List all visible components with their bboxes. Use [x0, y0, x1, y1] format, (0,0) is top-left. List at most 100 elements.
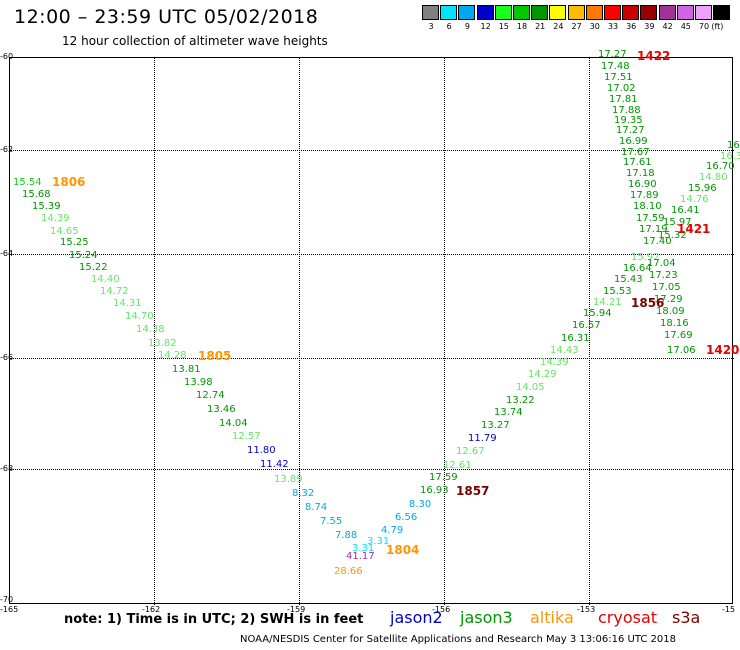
wave-height-label: 16.93: [420, 485, 449, 496]
colorbar-label: 27: [571, 22, 582, 31]
latitude-tick-label: -66: [0, 353, 14, 362]
wave-height-label: 13.82: [148, 338, 177, 349]
colorbar-label: 21: [535, 22, 546, 31]
pass-time-label: 1421: [677, 222, 711, 236]
pass-time-label: 1856: [631, 296, 665, 310]
satellite-legend-s3a: s3a: [672, 608, 701, 627]
pass-time-label: 1857: [456, 484, 490, 498]
wave-height-label: 14.05: [516, 382, 545, 393]
latitude-gridline: [10, 150, 734, 151]
colorbar-label: 24: [553, 22, 564, 31]
latitude-tick-label: -70: [0, 595, 14, 604]
colorbar-label: 45: [680, 22, 691, 31]
longitude-tick-label: -153: [577, 605, 596, 614]
colorbar-swatch: [585, 5, 603, 20]
wave-height-label: 17.59: [636, 213, 665, 224]
satellite-legend-altika: altika: [530, 608, 574, 627]
wave-height-label: 16.31: [561, 333, 590, 344]
wave-height-label: 14.28: [158, 350, 187, 361]
wave-height-label: 15.92: [631, 252, 660, 263]
wave-height-label: 4.79: [381, 525, 404, 536]
colorbar-swatch: [549, 5, 567, 20]
wave-height-label: 17.06: [667, 345, 696, 356]
footer-note: note: 1) Time is in UTC; 2) SWH is in fe…: [64, 612, 364, 627]
wave-height-label: 17.48: [601, 61, 630, 72]
wave-height-label: 15.97: [663, 217, 692, 228]
colorbar-swatch: [604, 5, 621, 20]
wave-height-label: 14.21: [593, 297, 622, 308]
wave-height-label: 14.76: [680, 194, 709, 205]
wave-height-label: 14.65: [50, 226, 79, 237]
wave-height-label: 14.39: [41, 213, 70, 224]
wave-height-label: 17.27: [598, 49, 627, 60]
latitude-tick-label: -62: [0, 145, 14, 154]
wave-height-label: 17.81: [609, 94, 638, 105]
wave-height-label: 16.99: [619, 136, 648, 147]
wave-height-label: 13.98: [184, 377, 213, 388]
colorbar-label: 42: [662, 22, 673, 31]
wave-height-label: 15.54: [13, 177, 42, 188]
wave-height-label: 17.27: [616, 125, 645, 136]
wave-height-label: 12.61: [443, 460, 472, 471]
colorbar-swatch: [567, 5, 585, 20]
wave-height-label: 16.3: [720, 151, 740, 162]
colorbar-swatch: [422, 5, 439, 20]
wave-height-label: 17.40: [643, 236, 672, 247]
wave-height-label: 15.94: [583, 308, 612, 319]
wave-height-label: 14.40: [91, 274, 120, 285]
wave-height-label: 13.46: [207, 404, 236, 415]
pass-time-label: 1804: [386, 543, 420, 557]
colorbar-label: 15: [498, 22, 509, 31]
wave-height-label: 12.57: [232, 431, 261, 442]
footer-credit: NOAA/NESDIS Center for Satellite Applica…: [240, 634, 676, 645]
wave-height-label: 13.74: [494, 407, 523, 418]
wave-height-label: 6.56: [395, 512, 418, 523]
pass-time-label: 1422: [637, 49, 671, 63]
wave-height-label: 18.16: [660, 318, 689, 329]
wave-height-label: 17.05: [652, 282, 681, 293]
wave-height-label: 14.70: [125, 311, 154, 322]
colorbar-label: 70: [698, 22, 710, 31]
wave-height-label: 16.: [727, 140, 740, 151]
wave-height-label: 12.67: [456, 446, 485, 457]
wave-height-label: 17.02: [607, 83, 636, 94]
wave-height-label: 16.57: [572, 320, 601, 331]
wave-height-label: 15.96: [688, 183, 717, 194]
wave-height-label: 15.32: [658, 230, 687, 241]
colorbar-swatch: [531, 5, 549, 20]
colorbar-swatch: [622, 5, 640, 20]
wave-height-label: 17.04: [647, 258, 676, 269]
wave-height-label: 7.88: [335, 530, 358, 541]
wave-height-label: 15.24: [69, 250, 98, 261]
wave-height-label: 8.74: [305, 502, 328, 513]
pass-time-label: 1420: [706, 343, 740, 357]
wave-height-label: 13.22: [506, 395, 535, 406]
colorbar-swatch: [676, 5, 694, 20]
map-title: 12:00 – 23:59 UTC 05/02/2018: [14, 6, 319, 28]
wave-height-label: 17.19: [639, 224, 668, 235]
colorbar-unit: (ft): [711, 22, 724, 31]
colorbar-swatch: [494, 5, 512, 20]
longitude-gridline: [589, 58, 590, 605]
wave-height-label: 11.79: [468, 433, 497, 444]
wave-height-label: 15.68: [22, 189, 51, 200]
wave-height-label: 28.66: [334, 566, 363, 577]
wave-height-label: 8.32: [292, 488, 315, 499]
colorbar-swatch: [458, 5, 476, 20]
wave-height-label: 17.89: [630, 190, 659, 201]
wave-height-label: 7.55: [320, 516, 343, 527]
colorbar-label: 9: [464, 22, 470, 31]
colorbar-label: 12: [480, 22, 491, 31]
colorbar-swatch: [440, 5, 458, 20]
satellite-legend-jason3: jason3: [460, 608, 513, 627]
wave-height-label: 17.23: [649, 270, 678, 281]
longitude-tick-label: -162: [142, 605, 161, 614]
longitude-gridline: [444, 58, 445, 605]
wave-height-label: 14.29: [528, 369, 557, 380]
latitude-gridline: [10, 254, 734, 255]
wave-height-label: 14.04: [219, 418, 248, 429]
map-plot-area: [9, 57, 734, 605]
colorbar-label: 33: [607, 22, 619, 31]
wave-height-label: 16.41: [671, 205, 700, 216]
longitude-gridline: [299, 58, 300, 605]
